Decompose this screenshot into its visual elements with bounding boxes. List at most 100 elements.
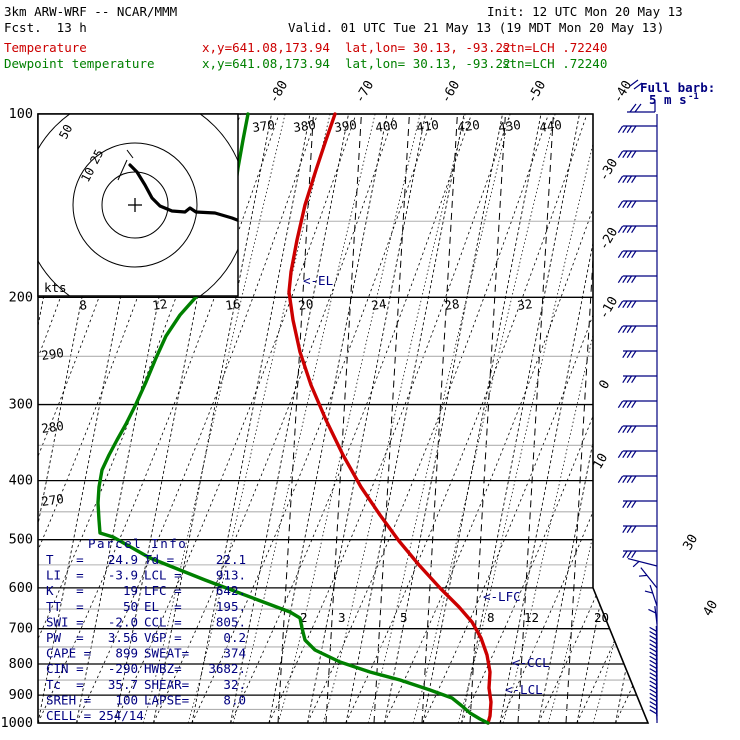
parcel-value: 19	[123, 583, 138, 598]
parcel-value: -2.0	[108, 614, 138, 629]
grid-lines	[37, 113, 650, 724]
mixing-ratio-label-700: 3	[338, 610, 346, 625]
theta-e-label: 410	[415, 117, 439, 135]
dewpoint-xy: x,y=641.08,173.94	[202, 56, 330, 71]
wind-barb	[648, 606, 658, 625]
parcel-value: 642.	[216, 583, 246, 598]
wind-barb	[617, 200, 657, 209]
wind-barb	[638, 567, 658, 589]
parcel-key: SWI =	[46, 614, 84, 629]
mixing-ratio-label-700: 12	[524, 610, 539, 625]
wind-barb	[622, 500, 657, 509]
isotherm-label-top: -40	[610, 78, 635, 106]
isotherm-label-top: -70	[352, 78, 377, 106]
forecast-hour: Fcst. 13 h	[4, 20, 87, 35]
parcel-key: Td =	[144, 552, 174, 567]
parcel-key: VGP =	[144, 630, 182, 645]
dewpoint-legend-label: Dewpoint temperature	[4, 56, 155, 71]
hodograph-trace	[128, 163, 238, 223]
theta-e-label: 440	[538, 117, 562, 135]
pressure-tick-label: 1000	[0, 715, 33, 731]
level-marker-lfc: <-LFC	[483, 589, 521, 604]
level-marker-ccl: <-CCL	[512, 655, 550, 670]
pressure-tick-label: 100	[9, 106, 33, 122]
wind-barb	[627, 557, 658, 568]
wind-barb	[617, 425, 657, 434]
parcel-value: 805.	[216, 614, 246, 629]
mixing-ratio-label-200: 12	[151, 296, 168, 313]
parcel-key: PW =	[46, 630, 84, 645]
temperature-legend-label: Temperature	[4, 40, 87, 55]
parcel-key: CIN =	[46, 661, 84, 676]
parcel-value: 195.	[216, 599, 246, 614]
parcel-value: 3682.	[208, 661, 246, 676]
theta-e-label: 420	[456, 117, 480, 135]
temperature-trace	[287, 112, 493, 725]
mixing-ratio-label-200: 28	[443, 296, 460, 313]
mixing-ratio-label-700: 20	[594, 610, 609, 625]
theta-e-label: 380	[292, 117, 316, 135]
wind-barb	[644, 584, 658, 607]
parcel-key: LCL =	[144, 568, 182, 583]
dewpoint-station: stn=LCH .72240	[502, 56, 608, 71]
pressure-tick-label: 500	[9, 532, 33, 548]
parcel-key: LFC =	[144, 583, 182, 598]
wind-barb	[617, 250, 657, 259]
pressure-tick-label: 700	[9, 621, 33, 637]
parcel-value: 100	[115, 692, 138, 707]
parcel-key: Tc =	[46, 677, 84, 692]
barb-legend-exponent: -1	[688, 92, 699, 102]
wind-barb	[649, 709, 658, 721]
theta-e-label: 390	[333, 117, 357, 135]
mixing-ratio-label-700: 5	[400, 610, 408, 625]
isotherm-label-right: 0	[596, 378, 613, 392]
wind-barb	[622, 525, 657, 534]
parcel-value: 32.	[223, 677, 246, 692]
dry-adiabat-label: 290	[40, 345, 64, 363]
mixing-ratio-label-200: 32	[516, 296, 533, 313]
level-marker-lcl: <-LCL	[505, 682, 543, 697]
wind-barb	[617, 450, 657, 459]
wind-barb	[622, 550, 657, 559]
parcel-value: 374	[223, 646, 246, 661]
barb-legend-title: Full barb:	[640, 80, 715, 95]
level-markers: <-EL <-LFC <-CCL <-LCL	[303, 273, 550, 697]
parcel-key: LI =	[46, 568, 84, 583]
mixing-ratio-label-700: 2	[300, 610, 308, 625]
parcel-info-box: Parcel Info T = 24.9 Td = 22.1 LI = -3.9 LCL = 9…	[46, 536, 246, 723]
parcel-value: 8.0	[223, 692, 246, 707]
dry-adiabat-label: 270	[40, 491, 64, 509]
model-name: 3km ARW-WRF -- NCAR/MMM	[4, 4, 178, 19]
parcel-info-title: Parcel Info	[88, 536, 187, 551]
parcel-key: SWEAT=	[144, 646, 189, 661]
wind-barb-column	[617, 114, 658, 723]
valid-time: Valid. 01 UTC Tue 21 May 13 (19 MDT Mon …	[288, 20, 665, 35]
pressure-tick-label: 900	[9, 687, 33, 703]
hodograph-ring-label: 50	[56, 122, 75, 141]
hodograph-ring-label: 10	[78, 165, 97, 184]
isotherm-label-right: 40	[700, 598, 721, 619]
isotherm-label-top: -60	[438, 78, 463, 106]
pressure-tick-label: 200	[9, 289, 33, 305]
parcel-value: 3.56	[108, 630, 138, 645]
pressure-tick-label: 300	[9, 397, 33, 413]
mixing-ratio-label-200: 20	[297, 296, 314, 313]
isotherm-label-top: -50	[524, 78, 549, 106]
temperature-station: stn=LCH .72240	[502, 40, 608, 55]
wind-barb	[622, 375, 657, 384]
wind-barb	[617, 325, 657, 334]
parcel-key: SHEAR=	[144, 677, 189, 692]
theta-e-label: 370	[251, 117, 275, 135]
parcel-key: TT =	[46, 599, 84, 614]
parcel-value: -290	[108, 661, 138, 676]
isotherm-label-right: 30	[680, 532, 701, 553]
dry-adiabat-label: 280	[40, 418, 64, 436]
parcel-cell-value: CELL = 254/14	[46, 708, 144, 723]
parcel-key: CAPE =	[46, 646, 91, 661]
parcel-value: -3.9	[108, 568, 138, 583]
hodograph-units-label: kts	[44, 280, 67, 295]
parcel-value: 50	[123, 599, 138, 614]
